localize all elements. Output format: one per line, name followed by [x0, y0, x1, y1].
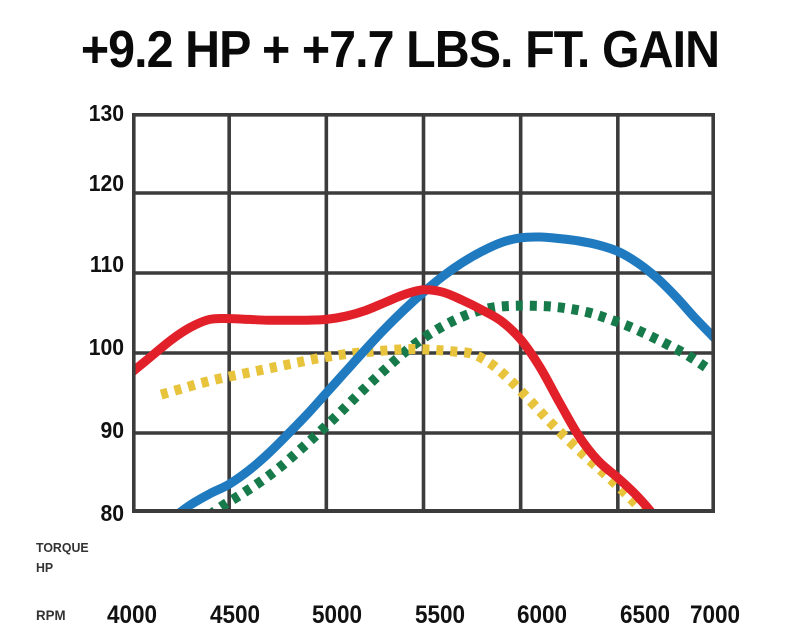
- plot-area: [132, 113, 715, 513]
- series-line: [159, 344, 651, 513]
- y-axis-tick-labels: 130 120 110 100 90 80: [58, 0, 124, 640]
- series-line: [204, 300, 710, 513]
- x-tick-label: 6500: [619, 601, 671, 629]
- gridlines: [132, 113, 715, 513]
- y-tick-label: 80: [100, 500, 124, 526]
- data-series: [132, 232, 715, 513]
- series-line: [132, 285, 658, 513]
- y-tick-label: 110: [89, 251, 124, 277]
- axis-label-rpm: RPM: [36, 607, 66, 623]
- y-tick-label: 100: [88, 334, 124, 360]
- plot-frame: [132, 113, 715, 513]
- x-tick-label: 6000: [516, 601, 568, 629]
- y-tick-label: 120: [88, 170, 124, 196]
- x-tick-label: 4000: [106, 601, 158, 629]
- axis-label-torque: TORQUE: [36, 540, 89, 555]
- x-tick-label: 4500: [209, 601, 261, 629]
- axis-label-hp: HP: [36, 560, 54, 575]
- x-tick-label: 5000: [311, 601, 363, 629]
- y-tick-label: 130: [88, 100, 124, 126]
- x-tick-label: 7000: [689, 601, 741, 629]
- page-title: +9.2 HP + +7.7 LBS. FT. GAIN: [80, 21, 720, 79]
- x-tick-label: 5500: [414, 601, 466, 629]
- plot-svg: [132, 113, 715, 513]
- y-tick-label: 90: [100, 417, 124, 443]
